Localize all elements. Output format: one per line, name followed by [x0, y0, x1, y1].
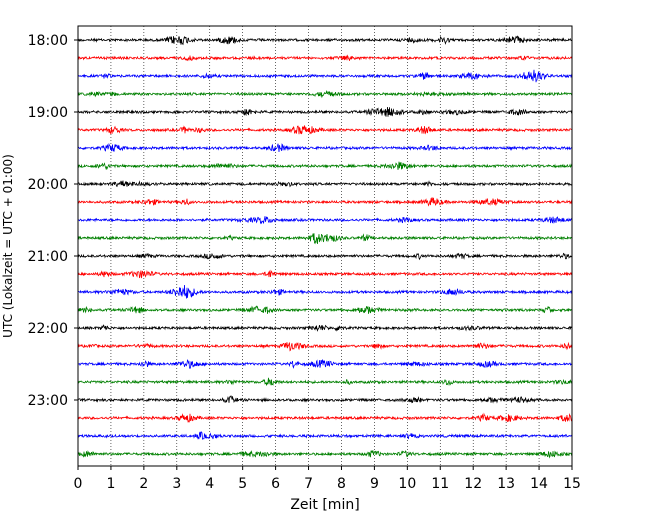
trace-4	[77, 89, 573, 99]
x-tick-label-6: 6	[271, 476, 280, 492]
x-tick-label-14: 14	[530, 476, 548, 492]
trace-9	[77, 180, 573, 188]
trace-18	[77, 341, 573, 352]
trace-10	[77, 197, 573, 207]
y-tick-label-23:00: 23:00	[28, 393, 68, 409]
x-tick-label-8: 8	[337, 476, 346, 492]
trace-layer	[77, 35, 573, 459]
x-tick-label-9: 9	[370, 476, 379, 492]
trace-1	[77, 35, 573, 46]
y-axis-label: UTC (Lokalzeit = UTC + 01:00)	[1, 154, 15, 338]
trace-3	[77, 69, 573, 83]
trace-6	[77, 125, 573, 135]
grid-layer	[110, 26, 540, 466]
x-tick-label-1: 1	[106, 476, 115, 492]
trace-11	[77, 216, 573, 225]
trace-19	[77, 359, 573, 369]
x-tick-label-3: 3	[172, 476, 181, 492]
trace-20	[77, 377, 573, 386]
x-tick-label-13: 13	[497, 476, 515, 492]
x-tick-label-2: 2	[139, 476, 148, 492]
y-tick-label-19:00: 19:00	[28, 105, 68, 121]
trace-23	[77, 431, 573, 440]
trace-12	[77, 233, 573, 245]
trace-8	[77, 161, 573, 171]
y-tick-label-22:00: 22:00	[28, 321, 68, 337]
trace-2	[77, 54, 573, 62]
x-axis-label: Zeit [min]	[290, 497, 359, 513]
x-axis: 0 1 2 3 4 5 6 7 8 9 10 11 12 13 14 15	[74, 466, 581, 492]
trace-21	[77, 394, 573, 404]
trace-13	[77, 252, 573, 261]
plot-frame	[77, 25, 573, 467]
x-tick-label-10: 10	[398, 476, 416, 492]
y-tick-label-18:00: 18:00	[28, 33, 68, 49]
trace-24	[77, 449, 573, 459]
y-tick-label-20:00: 20:00	[28, 177, 68, 193]
trace-5	[77, 107, 573, 117]
trace-16	[77, 305, 573, 314]
x-tick-label-7: 7	[304, 476, 313, 492]
trace-14	[77, 269, 573, 279]
y-tick-label-21:00: 21:00	[28, 249, 68, 265]
trace-17	[77, 324, 573, 332]
trace-15	[77, 284, 573, 299]
x-tick-label-15: 15	[563, 476, 581, 492]
x-tick-label-11: 11	[431, 476, 449, 492]
y-axis: 18:00 19:00 20:00 21:00 22:00 23:00	[28, 33, 78, 409]
x-tick-label-5: 5	[238, 476, 247, 492]
x-tick-label-12: 12	[464, 476, 482, 492]
x-tick-label-4: 4	[205, 476, 214, 492]
x-tick-label-0: 0	[74, 476, 83, 492]
trace-7	[77, 142, 573, 152]
trace-22	[77, 412, 573, 423]
